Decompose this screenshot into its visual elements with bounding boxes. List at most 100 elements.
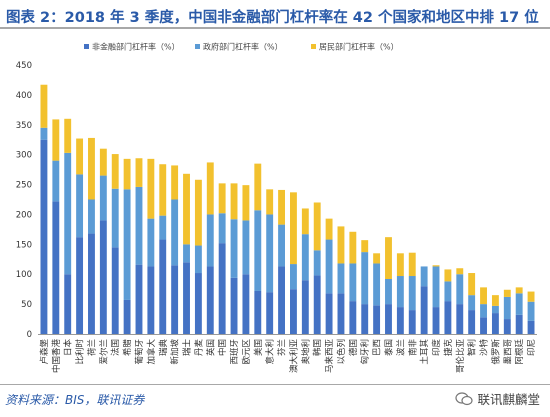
x-category-label: 加拿大 <box>146 339 157 365</box>
bar-segment-government <box>171 199 179 266</box>
x-category-label: 英国 <box>205 339 216 356</box>
x-category-label: 美国 <box>253 339 264 356</box>
bar-segment-nonfinancial <box>527 320 535 334</box>
bar-segment-nonfinancial <box>491 313 499 334</box>
bar-segment-nonfinancial <box>64 274 72 334</box>
bar-segment-household <box>242 185 250 221</box>
bar-segment-government <box>349 263 357 302</box>
bar-segment-government <box>278 224 285 267</box>
bar-segment-government <box>230 219 238 278</box>
bar-segment-household <box>266 189 274 215</box>
bar-segment-government <box>147 218 155 267</box>
wechat-icon <box>455 391 474 405</box>
bar-segment-household <box>64 118 72 153</box>
x-category-label: 新加坡 <box>170 339 181 365</box>
legend-swatch-government <box>195 44 200 49</box>
bar-segment-household <box>325 218 333 240</box>
bar-segment-nonfinancial <box>88 233 95 334</box>
source-note: 资料来源：BIS，联讯证券 <box>5 393 145 407</box>
bar-segment-household <box>76 138 84 175</box>
x-category-label: 俄罗斯 <box>490 339 501 365</box>
bar-segment-government <box>159 215 167 240</box>
x-category-label: 墨西哥 <box>503 339 513 365</box>
bars-group <box>40 84 535 334</box>
y-axis: 0 50 100 150 200 250 300 350 400 450 <box>16 61 32 340</box>
x-category-label: 哥伦比亚 <box>455 339 466 374</box>
bar-segment-nonfinancial <box>325 293 333 334</box>
bar-segment-government <box>99 175 107 221</box>
x-category-label: 匈牙利 <box>360 339 371 365</box>
x-category-label: 欧元区 <box>241 339 252 365</box>
bar-segment-government <box>111 188 119 248</box>
bar-segment-nonfinancial <box>183 262 190 334</box>
bar-segment-government <box>361 252 369 305</box>
bar-segment-household <box>515 287 523 294</box>
x-category-label: 韩国 <box>312 339 323 356</box>
bar-segment-government <box>290 264 297 290</box>
bar-segment-household <box>135 158 143 187</box>
bar-segment-household <box>230 183 238 220</box>
bar-segment-household <box>527 291 535 302</box>
legend-swatch-household <box>311 44 316 49</box>
bar-segment-government <box>183 244 190 263</box>
bar-segment-government <box>135 186 143 265</box>
bar-segment-household <box>99 148 107 176</box>
x-category-label: 希腊 <box>122 339 133 357</box>
bar-segment-government <box>254 210 262 291</box>
x-category-label: 印度 <box>431 339 442 357</box>
bar-segment-household <box>183 173 190 245</box>
x-category-label: 捷克 <box>443 339 454 357</box>
bar-segment-nonfinancial <box>480 317 487 334</box>
x-category-label: 卢森堡 <box>39 339 50 365</box>
chart-legend: 非金融部门杠杆率（%） 政府部门杠杆率（%） 居民部门杠杆率（%） <box>84 42 399 52</box>
bar-segment-government <box>64 152 72 275</box>
y-tick-label: 250 <box>16 181 32 191</box>
bar-segment-nonfinancial <box>290 289 297 334</box>
bar-segment-nonfinancial <box>503 319 511 334</box>
bar-segment-government <box>40 127 48 140</box>
bar-segment-nonfinancial <box>206 266 214 334</box>
bar-segment-government <box>325 239 333 294</box>
bar-segment-government <box>480 304 487 318</box>
x-category-label: 中国香港 <box>51 339 62 374</box>
bar-segment-nonfinancial <box>52 201 60 334</box>
bar-segment-household <box>301 208 309 235</box>
bar-segment-household <box>88 137 95 200</box>
footer-divider <box>0 384 550 385</box>
bar-segment-nonfinancial <box>515 314 523 334</box>
bar-segment-household <box>159 164 167 216</box>
bar-segment-nonfinancial <box>40 139 48 334</box>
bar-segment-nonfinancial <box>349 301 357 334</box>
bar-segment-household <box>254 163 262 211</box>
x-category-label: 土耳其 <box>419 339 430 365</box>
y-tick-label: 50 <box>21 300 32 310</box>
legend-label-nonfinancial: 非金融部门杠杆率（%） <box>92 42 180 52</box>
y-tick-label: 350 <box>16 121 32 131</box>
bar-segment-household <box>503 289 511 297</box>
bar-segment-nonfinancial <box>171 265 179 334</box>
watermark-text: 联讯麒麟堂 <box>477 392 540 407</box>
bar-segment-household <box>218 183 226 214</box>
bar-segment-government <box>468 295 476 311</box>
bar-segment-government <box>527 301 535 321</box>
title-divider <box>0 27 550 29</box>
bar-segment-household <box>111 154 119 189</box>
x-category-label: 瑞典 <box>158 339 169 357</box>
bar-segment-nonfinancial <box>254 290 262 334</box>
bar-segment-government <box>76 174 84 238</box>
bar-segment-household <box>408 252 416 277</box>
bar-segment-government <box>301 234 309 281</box>
bar-segment-nonfinancial <box>159 239 167 334</box>
x-category-label: 澳大利亚 <box>288 339 299 374</box>
bar-segment-household <box>385 237 392 279</box>
legend-swatch-nonfinancial <box>84 44 89 49</box>
y-tick-label: 300 <box>16 151 32 161</box>
bar-segment-nonfinancial <box>242 274 250 334</box>
x-category-label: 印尼 <box>526 339 537 356</box>
x-category-label: 法国 <box>110 339 121 356</box>
bar-segment-government <box>242 220 250 275</box>
bar-segment-nonfinancial <box>218 243 226 334</box>
bar-segment-household <box>468 273 476 296</box>
bar-segment-government <box>385 279 392 305</box>
bar-segment-nonfinancial <box>420 286 428 334</box>
